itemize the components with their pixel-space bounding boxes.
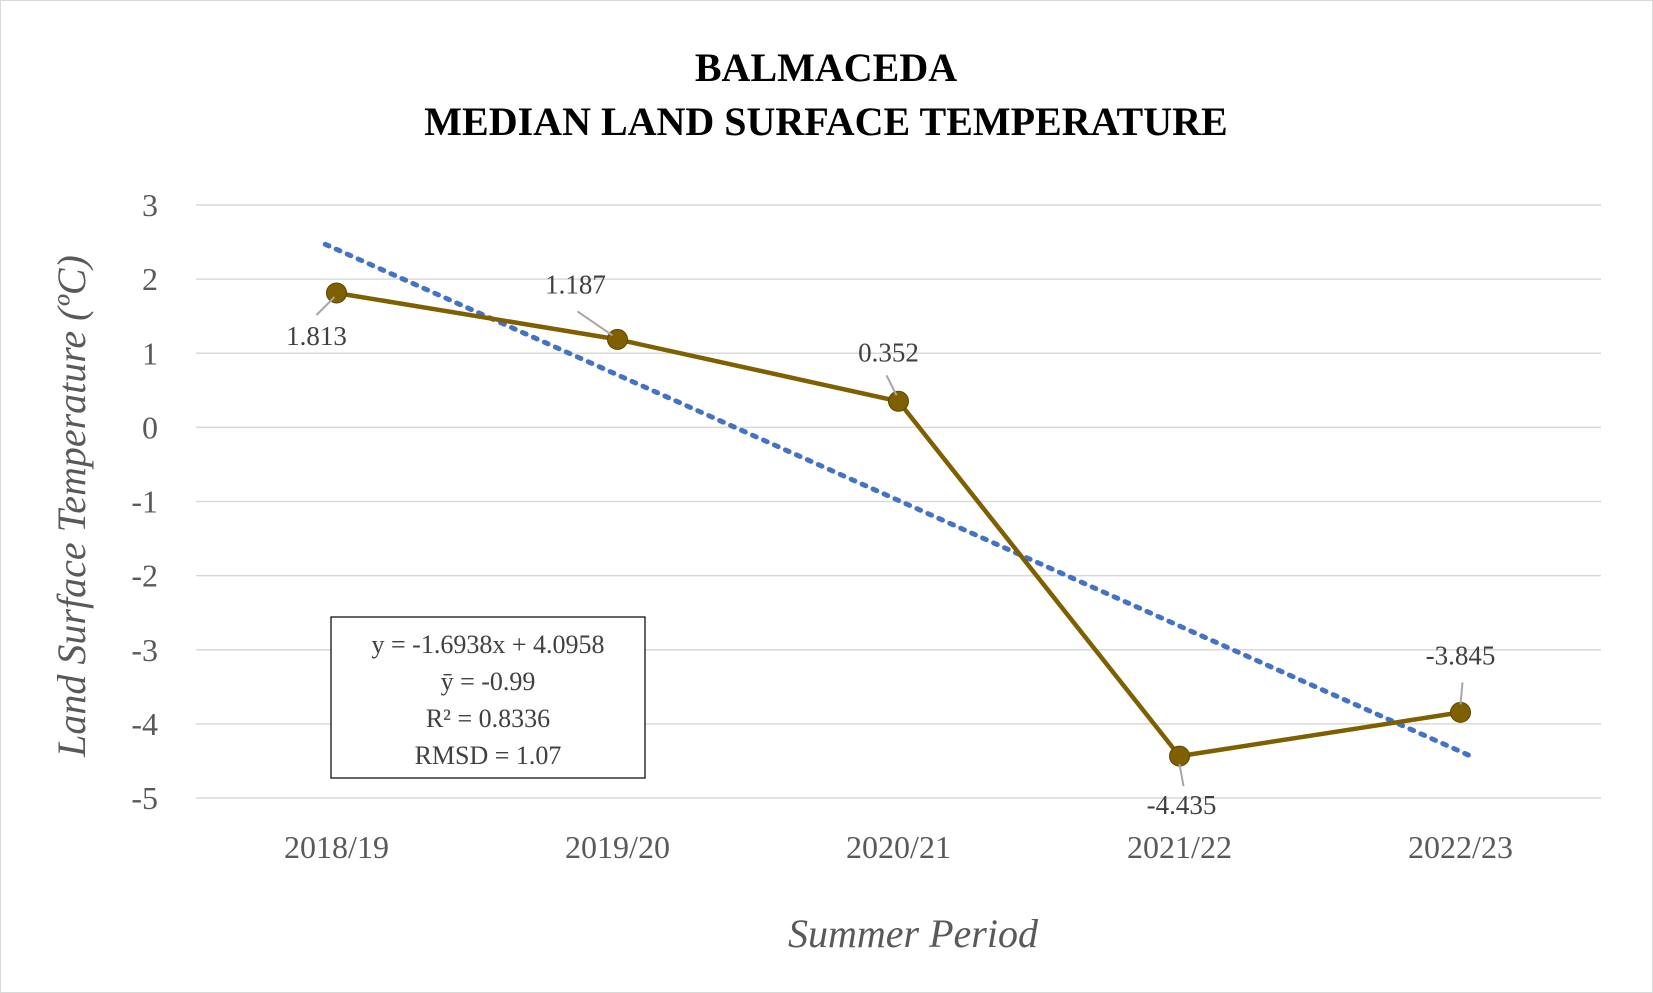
data-label: 0.352 <box>858 337 919 367</box>
chart-title: BALMACEDA MEDIAN LAND SURFACE TEMPERATUR… <box>424 45 1227 144</box>
y-tick-label: -2 <box>131 558 158 594</box>
x-tick-label: 2019/20 <box>565 829 670 865</box>
data-label: 1.187 <box>545 269 606 299</box>
y-axis-label: Land Surface Temperature (ºC) <box>49 255 94 758</box>
x-axis-label: Summer Period <box>788 911 1039 956</box>
data-label: -4.435 <box>1147 790 1217 820</box>
data-label-leader <box>1459 682 1464 705</box>
rmsd-line: RMSD = 1.07 <box>415 741 562 770</box>
equation-box-border <box>330 616 646 779</box>
data-label: -3.845 <box>1426 640 1496 670</box>
r-squared-line: R² = 0.8336 <box>426 704 550 733</box>
data-point <box>607 328 628 350</box>
x-tick-label: 2018/19 <box>284 829 389 865</box>
data-label-leader <box>1178 763 1185 787</box>
y-axis-ticks: 3 2 1 0 -1 -2 -3 -4 -5 <box>131 187 158 816</box>
x-axis-ticks: 2018/19 2019/20 2020/21 2021/22 2022/23 <box>284 829 1513 865</box>
y-tick-label: -5 <box>131 780 158 816</box>
data-label-leader <box>315 296 336 316</box>
trendline-path <box>322 241 1475 760</box>
data-labels: 1.813 1.187 0.352 -4.435 -3.845 <box>286 269 1495 820</box>
y-tick-label: 0 <box>142 409 158 445</box>
y-tick-label: 1 <box>142 335 158 371</box>
data-label: 1.813 <box>286 321 347 351</box>
y-tick-label: -4 <box>131 706 158 742</box>
chart-title-line-2: MEDIAN LAND SURFACE TEMPERATURE <box>424 99 1227 144</box>
y-tick-label: -3 <box>131 632 158 668</box>
trendline <box>322 241 1475 760</box>
y-tick-label: -1 <box>131 484 158 520</box>
equation-line: y = -1.6938x + 4.0958 <box>372 630 605 659</box>
x-tick-label: 2020/21 <box>846 829 951 865</box>
data-point <box>888 390 909 412</box>
chart-title-line-1: BALMACEDA <box>695 45 957 90</box>
trendline-equation-box: y = -1.6938x + 4.0958 ȳ = -0.99 R² = 0.8… <box>330 616 646 779</box>
mean-line: ȳ = -0.99 <box>441 667 536 696</box>
x-tick-label: 2022/23 <box>1408 829 1513 865</box>
data-label-leader <box>885 374 898 396</box>
y-tick-label: 3 <box>142 187 158 223</box>
data-point <box>1169 745 1190 767</box>
data-point <box>326 282 347 304</box>
y-tick-label: 2 <box>142 261 158 297</box>
x-tick-label: 2021/22 <box>1127 829 1232 865</box>
data-label-leader <box>576 310 614 337</box>
data-point <box>1450 701 1471 723</box>
